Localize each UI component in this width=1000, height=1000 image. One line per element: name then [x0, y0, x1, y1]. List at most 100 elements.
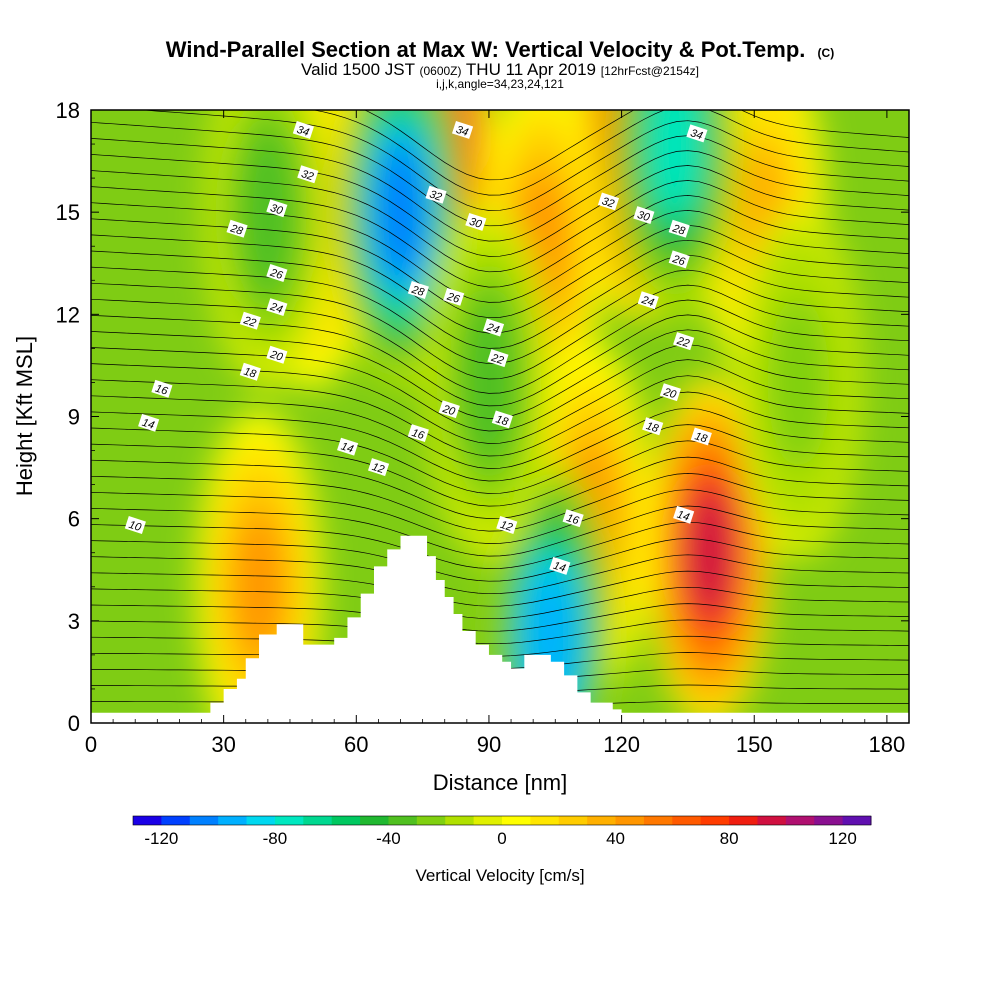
colorbar-tick-label: 0: [497, 829, 506, 848]
theta-label: 24: [482, 318, 505, 337]
theta-label-text: 16: [154, 383, 170, 398]
colorbar-swatch: [274, 816, 304, 825]
y-axis: 0 3 6 9 12 15 18: [56, 98, 909, 736]
theta-contour-line: [91, 314, 909, 407]
theta-label-box: [151, 379, 173, 398]
vertical-velocity-field: [196, 110, 861, 723]
theta-label: 18: [491, 410, 513, 429]
colorbar-swatch: [161, 816, 191, 825]
theta-label: 34: [452, 120, 474, 139]
theta-label-box: [425, 185, 447, 204]
theta-label-text: 16: [410, 427, 426, 442]
theta-label-box: [226, 219, 248, 238]
theta-label-box: [668, 219, 690, 238]
colorbar-swatch: [416, 816, 446, 825]
theta-label-text: 18: [494, 413, 510, 428]
theta-label-text: 18: [693, 430, 709, 445]
theta-label-box: [673, 332, 695, 351]
downdraft-core-12-4: [464, 314, 513, 451]
theta-contour-line: [91, 170, 909, 273]
theta-label-box: [367, 458, 390, 477]
theta-label: 34: [686, 124, 708, 143]
theta-label-box: [266, 345, 288, 364]
x-tick-label: 150: [736, 732, 773, 757]
theta-contour-line: [91, 375, 909, 457]
theta-contour-line: [91, 154, 909, 257]
theta-label-box: [452, 120, 474, 139]
theta-contour-line: [91, 570, 909, 607]
theta-label: 26: [443, 287, 465, 306]
theta-contour-line: [91, 603, 909, 632]
theta-label: 28: [407, 281, 429, 299]
theta-label: 24: [637, 291, 659, 310]
theta-label-text: 24: [484, 321, 500, 337]
terrain-mask: [91, 535, 909, 723]
theta-label-text: 14: [676, 509, 691, 524]
theta-label: 22: [487, 349, 509, 368]
y-tick-label: 18: [56, 98, 80, 123]
theta-contour-line: [91, 554, 909, 595]
theta-label-text: 30: [468, 216, 484, 231]
theta-label-text: 34: [454, 124, 469, 139]
theta-label-box: [487, 349, 509, 368]
colorbar-swatch: [360, 816, 389, 825]
colorbar-label: Vertical Velocity [cm/s]: [415, 866, 584, 885]
y-tick-label: 0: [68, 711, 80, 736]
theta-label-text: 34: [295, 124, 310, 139]
theta-label-box: [562, 509, 584, 528]
theta-label-text: 30: [269, 202, 285, 217]
theta-contour-line: [91, 121, 909, 227]
theta-label: 34: [292, 120, 314, 139]
colorbar-swatch: [672, 816, 702, 825]
theta-label-box: [266, 298, 288, 317]
theta-label-text: 10: [127, 519, 143, 534]
theta-label-box: [686, 124, 708, 143]
colorbar-swatch: [218, 816, 248, 825]
theta-label-box: [407, 424, 429, 443]
theta-label: 18: [690, 427, 712, 446]
theta-label-box: [465, 212, 487, 231]
theta-label-box: [549, 556, 571, 575]
y-tick-label: 9: [68, 405, 80, 430]
theta-label-text: 14: [339, 441, 354, 456]
downdraft-core-10-4: [650, 110, 699, 213]
theta-label-box: [266, 199, 288, 218]
colorbar-swatch: [189, 816, 219, 825]
potential-temperature-contours: [91, 110, 909, 707]
theta-label: 18: [642, 417, 664, 436]
theta-contour-line: [91, 619, 909, 645]
theta-label-box: [690, 427, 712, 446]
y-tick-label: 12: [56, 302, 80, 327]
theta-label-box: [637, 291, 659, 310]
theta-label: 14: [337, 437, 359, 456]
colorbar-swatch: [814, 816, 844, 825]
chart-subtitle: Valid 1500 JST (0600Z) THU 11 Apr 2019 […: [301, 60, 699, 79]
updraft-core-4-4: [235, 518, 284, 655]
theta-contour-line: [91, 282, 909, 380]
theta-label-text: 30: [636, 209, 652, 224]
theta-contour-line: [91, 359, 909, 444]
theta-label-text: 22: [675, 335, 691, 351]
colorbar-swatch: [757, 816, 787, 825]
theta-label: 10: [124, 516, 146, 534]
theta-label: 28: [668, 219, 690, 238]
downdraft-core-8-4: [376, 144, 425, 281]
x-tick-label: 180: [869, 732, 906, 757]
theta-label-box: [239, 311, 261, 330]
theta-label-box: [673, 505, 695, 524]
colorbar-tick-label: -120: [144, 829, 178, 848]
theta-label-box: [443, 287, 465, 306]
theta-label: 26: [266, 264, 288, 282]
theta-label: 30: [266, 199, 288, 218]
theta-label: 22: [239, 311, 261, 330]
theta-label: 30: [633, 206, 655, 224]
theta-label: 14: [673, 505, 695, 524]
colorbar-swatch: [502, 816, 531, 825]
theta-label-text: 28: [228, 222, 245, 238]
theta-label-text: 22: [489, 352, 505, 368]
colorbar-swatch: [388, 816, 418, 825]
colorbar-swatch: [785, 816, 815, 825]
x-tick-label: 120: [603, 732, 640, 757]
theta-label: 28: [226, 219, 248, 238]
theta-contour-line: [91, 473, 909, 532]
